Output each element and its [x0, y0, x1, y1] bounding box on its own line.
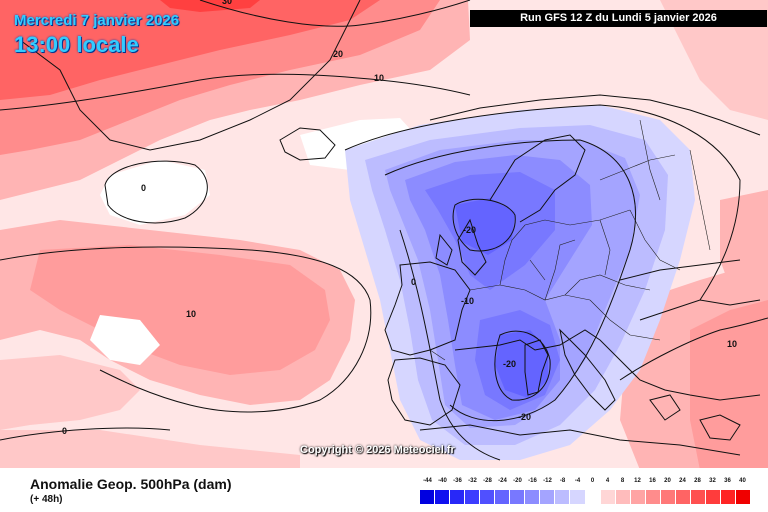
legend-swatch	[735, 490, 751, 504]
legend-tick-label: 28	[694, 478, 701, 484]
legend-swatch	[570, 490, 586, 504]
legend-tick-label: -32	[468, 478, 477, 484]
legend-swatch	[600, 490, 616, 504]
contour-label-30: 30	[222, 0, 232, 6]
legend-swatch	[495, 490, 511, 504]
contour-label-0-southwest: 0	[62, 426, 67, 436]
contour-label-minus20-north: -20	[463, 225, 476, 235]
legend-tick-label: -20	[513, 478, 522, 484]
legend-tick-label: 40	[739, 478, 746, 484]
forecast-date: Mercredi 7 janvier 2026	[14, 12, 180, 29]
legend-swatch	[630, 490, 646, 504]
legend-tick-label: 4	[605, 478, 610, 484]
legend-tick-label: -44	[423, 478, 432, 484]
legend-swatch	[720, 490, 736, 504]
contour-labels: 30 20 10 0 10 0 0 -10 -20 -20 -20 10	[62, 0, 737, 436]
legend-tick-label: -24	[498, 478, 507, 484]
legend-swatch	[435, 490, 451, 504]
legend-tick-label: 12	[634, 478, 641, 484]
anomaly-contours	[0, 0, 768, 461]
legend-tick-label: -4	[574, 478, 581, 484]
legend-swatch	[675, 490, 691, 504]
color-legend: -44 -40 -36 -32 -28 -24 -20 -16 -12 -8 -4 0 4 8 12 16 20…	[420, 478, 751, 508]
legend-swatch	[555, 490, 571, 504]
contour-label-minus20-center: -20	[503, 359, 516, 369]
legend-swatch	[585, 490, 601, 504]
legend-tick-label: 16	[649, 478, 656, 484]
copyright-text: Copyright © 2026 Meteociel.fr	[300, 444, 455, 456]
legend-swatch	[525, 490, 541, 504]
legend-color-bar	[420, 490, 751, 504]
legend-tick-label: -8	[559, 478, 566, 484]
contour-label-minus10: -10	[461, 296, 474, 306]
legend-tick-label: 8	[620, 478, 625, 484]
legend-swatch	[660, 490, 676, 504]
legend-swatch	[705, 490, 721, 504]
legend-tick-label: 24	[679, 478, 686, 484]
negative-anomaly-fields	[345, 105, 695, 460]
legend-swatch	[420, 490, 436, 504]
forecast-time: 13:00 locale	[14, 32, 139, 57]
contour-label-0-west: 0	[141, 183, 146, 193]
country-borders	[429, 119, 711, 361]
legend-swatch	[645, 490, 661, 504]
contour-label-minus20-south: -20	[518, 412, 531, 422]
legend-swatch	[510, 490, 526, 504]
legend-swatch	[465, 490, 481, 504]
neutral-anomaly-fields	[90, 118, 420, 365]
legend-tick-label: -28	[483, 478, 492, 484]
legend-tick-label: -16	[528, 478, 537, 484]
run-info-banner: Run GFS 12 Z du Lundi 5 janvier 2026	[470, 10, 767, 27]
legend-tick-label: 32	[709, 478, 716, 484]
legend-swatch	[480, 490, 496, 504]
legend-swatch	[540, 490, 556, 504]
lead-time: (+ 48h)	[30, 494, 63, 505]
contour-label-20: 20	[333, 49, 343, 59]
legend-tick-label: -36	[453, 478, 462, 484]
legend-tick-label: 0	[590, 478, 595, 484]
legend-swatch	[450, 490, 466, 504]
legend-tick-label: -40	[438, 478, 447, 484]
legend-swatch	[690, 490, 706, 504]
legend-tick-label: -12	[543, 478, 552, 484]
contour-label-0-center: 0	[411, 277, 416, 287]
contour-label-10-atlantic: 10	[186, 309, 196, 319]
contour-label-10-north: 10	[374, 73, 384, 83]
legend-tick-label: 20	[664, 478, 671, 484]
contour-label-10-east: 10	[727, 339, 737, 349]
parameter-title: Anomalie Geop. 500hPa (dam)	[30, 476, 232, 492]
legend-tick-label: 36	[724, 478, 731, 484]
legend-labels: -44 -40 -36 -32 -28 -24 -20 -16 -12 -8 -4 0 4 8 12 16 20…	[420, 478, 750, 488]
legend-swatch	[615, 490, 631, 504]
